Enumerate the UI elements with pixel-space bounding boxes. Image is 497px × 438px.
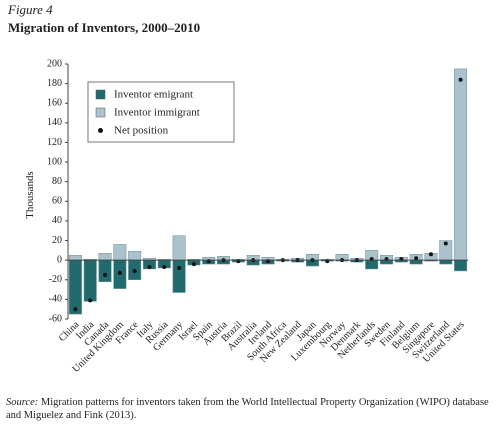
bar: [454, 68, 468, 261]
bar: [454, 259, 468, 272]
y-tick-label: -20: [49, 274, 62, 285]
bar: [409, 259, 423, 265]
bar: [172, 235, 186, 261]
source-text-block: Source: Migration patterns for inventors…: [6, 396, 492, 422]
y-tick-label: 120: [47, 137, 62, 148]
net-dot: [162, 265, 167, 270]
bar: [83, 259, 97, 302]
net-dot: [458, 77, 463, 82]
y-tick-label: 0: [57, 254, 62, 265]
y-tick-label: -60: [49, 313, 62, 324]
source-text: Migration patterns for inventors taken f…: [6, 397, 489, 421]
y-tick-label: 60: [52, 196, 62, 207]
chart-title: Migration of Inventors, 2000–2010: [8, 20, 200, 35]
y-tick-label: 80: [52, 176, 62, 187]
legend-label: Inventor immigrant: [114, 107, 200, 119]
bar: [98, 259, 112, 282]
y-tick-label: 20: [52, 235, 62, 246]
bar: [98, 253, 112, 261]
net-dot: [132, 268, 137, 273]
bar: [365, 259, 379, 270]
source-label: Source:: [6, 397, 39, 408]
bar: [128, 251, 142, 261]
y-tick-label: -40: [49, 294, 62, 305]
bar: [68, 259, 82, 315]
bar: [172, 259, 186, 293]
bar: [113, 244, 127, 261]
legend-swatch: [95, 89, 106, 100]
legend-box: [87, 81, 235, 143]
net-dot: [414, 256, 419, 261]
y-tick-label: 100: [47, 156, 62, 167]
net-dot: [147, 265, 152, 270]
y-tick-label: 140: [47, 117, 62, 128]
source-note: Source: Migration patterns for inventors…: [6, 396, 492, 422]
bar: [68, 255, 82, 261]
legend-swatch: [95, 107, 106, 118]
y-tick-label: 40: [52, 215, 62, 226]
net-dot: [73, 307, 78, 312]
net-dot: [191, 262, 196, 267]
figure-label: Figure 4: [7, 2, 53, 17]
net-dot: [177, 266, 182, 270]
net-dot: [428, 252, 433, 257]
bar: [439, 259, 453, 265]
legend-label: Net position: [114, 125, 169, 137]
y-tick-label: 180: [47, 78, 62, 89]
legend-swatch: [98, 128, 103, 133]
net-dot: [443, 241, 448, 246]
y-tick-label: 160: [47, 98, 62, 109]
net-dot: [117, 270, 122, 275]
net-dot: [88, 298, 93, 303]
net-dot: [103, 272, 108, 277]
y-axis-label: Thousands: [24, 171, 36, 219]
legend-label: Inventor emigrant: [114, 89, 193, 101]
y-tick-label: 200: [47, 58, 62, 69]
